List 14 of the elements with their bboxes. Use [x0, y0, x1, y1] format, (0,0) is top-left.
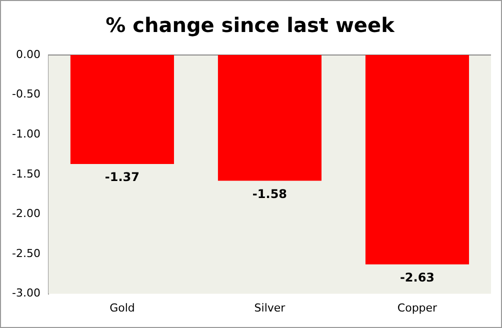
y-tick-label: -0.50 [12, 88, 40, 101]
x-tick-label: Silver [254, 301, 286, 314]
data-label: -1.58 [252, 186, 288, 201]
x-tick-label: Gold [110, 301, 135, 314]
y-tick-label: -1.00 [12, 127, 40, 140]
data-label: -1.37 [104, 170, 140, 184]
y-tick-label: -2.00 [12, 207, 40, 220]
y-tick-label: -2.50 [12, 246, 40, 260]
chart-title: % change since last week [106, 13, 396, 38]
y-tick-label: -1.50 [12, 167, 40, 180]
x-tick-label: Copper [397, 301, 438, 314]
y-tick-label: 0.00 [16, 48, 40, 61]
data-label: -2.63 [400, 270, 435, 284]
y-tick-label: -3.00 [12, 286, 40, 300]
